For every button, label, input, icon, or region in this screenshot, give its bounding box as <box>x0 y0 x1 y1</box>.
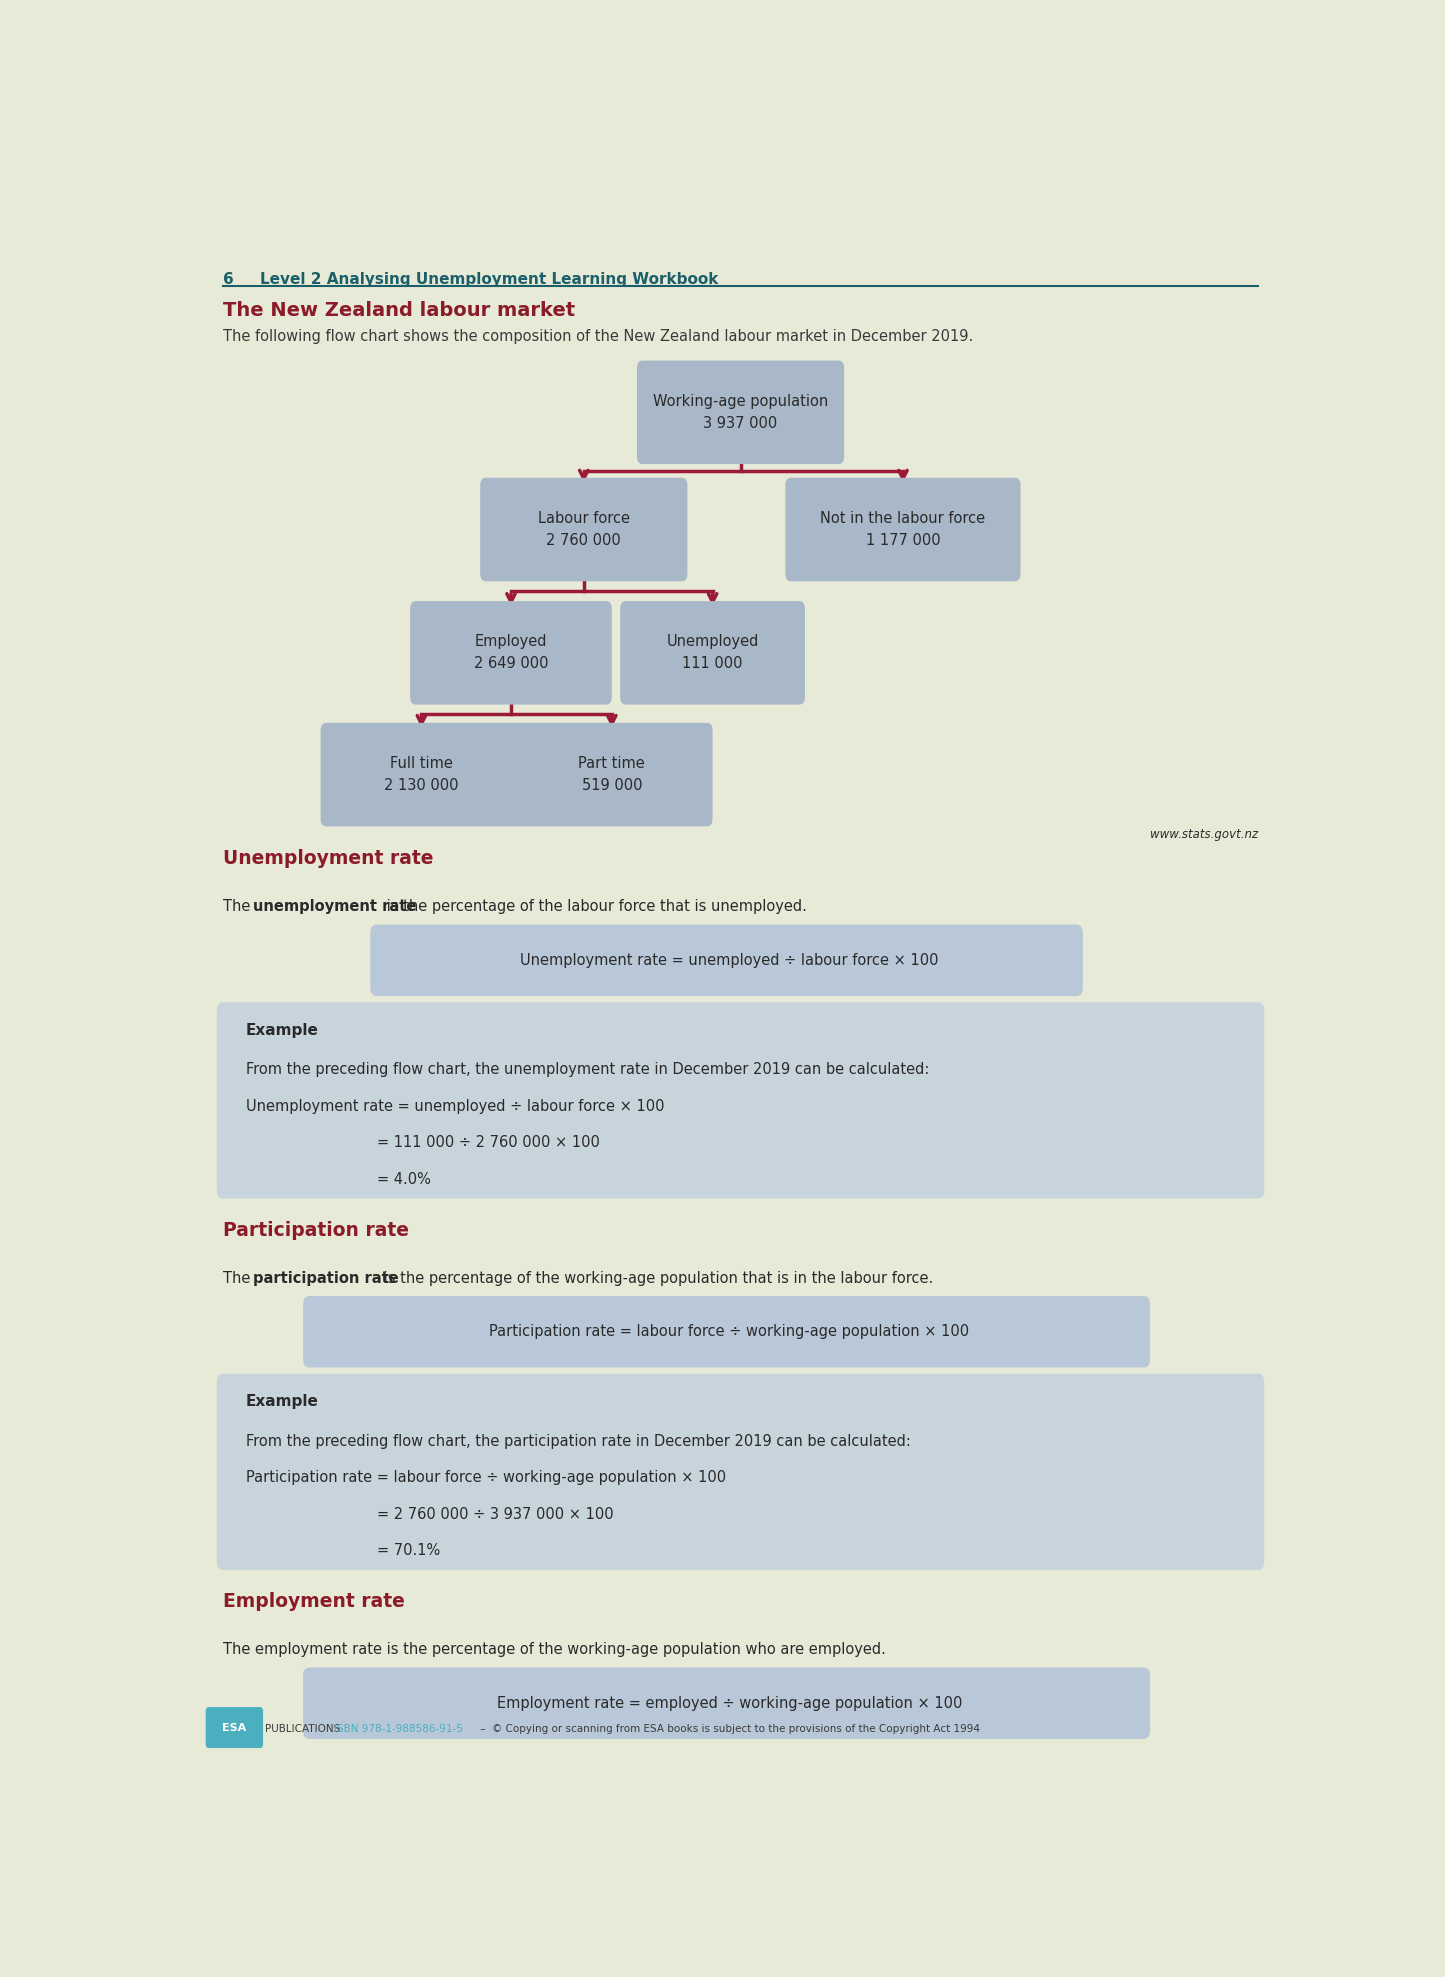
FancyBboxPatch shape <box>321 724 522 826</box>
Text: Example: Example <box>246 1394 318 1410</box>
FancyBboxPatch shape <box>303 1669 1149 1738</box>
Text: Full time
2 130 000: Full time 2 130 000 <box>384 755 458 793</box>
Text: is the percentage of the working-age population that is in the labour force.: is the percentage of the working-age pop… <box>379 1271 933 1285</box>
Text: = 70.1%: = 70.1% <box>377 1544 439 1558</box>
Text: Participation rate = labour force ÷ working-age population × 100: Participation rate = labour force ÷ work… <box>490 1325 970 1338</box>
Text: = 4.0%: = 4.0% <box>377 1172 431 1186</box>
FancyBboxPatch shape <box>207 1708 263 1748</box>
Text: Example: Example <box>246 1022 318 1038</box>
Text: Employment rate = employed ÷ working-age population × 100: Employment rate = employed ÷ working-age… <box>497 1696 962 1710</box>
FancyBboxPatch shape <box>480 478 688 581</box>
Text: Part time
519 000: Part time 519 000 <box>578 755 644 793</box>
Text: Unemployment rate = unemployed ÷ labour force × 100: Unemployment rate = unemployed ÷ labour … <box>520 953 939 969</box>
FancyBboxPatch shape <box>371 925 1082 994</box>
Text: Unemployed
111 000: Unemployed 111 000 <box>666 635 759 672</box>
Text: The following flow chart shows the composition of the New Zealand labour market : The following flow chart shows the compo… <box>223 328 974 344</box>
FancyBboxPatch shape <box>218 1002 1263 1198</box>
Text: –  © Copying or scanning from ESA books is subject to the provisions of the Copy: – © Copying or scanning from ESA books i… <box>477 1724 980 1734</box>
Text: The employment rate is the percentage of the working-age population who are empl: The employment rate is the percentage of… <box>223 1643 886 1657</box>
FancyBboxPatch shape <box>637 360 844 465</box>
Text: Employed
2 649 000: Employed 2 649 000 <box>474 635 548 672</box>
Text: PUBLICATIONS: PUBLICATIONS <box>264 1724 347 1734</box>
Text: Labour force
2 760 000: Labour force 2 760 000 <box>538 510 630 548</box>
Text: 6     Level 2 Analysing Unemployment Learning Workbook: 6 Level 2 Analysing Unemployment Learnin… <box>223 273 718 287</box>
FancyBboxPatch shape <box>410 601 611 704</box>
Text: ESA: ESA <box>223 1722 247 1732</box>
Text: unemployment rate: unemployment rate <box>253 900 416 915</box>
Text: Working-age population
3 937 000: Working-age population 3 937 000 <box>653 393 828 431</box>
Text: The: The <box>223 900 256 915</box>
Text: The New Zealand labour market: The New Zealand labour market <box>223 301 575 320</box>
Text: Participation rate: Participation rate <box>223 1220 409 1240</box>
Text: Not in the labour force
1 177 000: Not in the labour force 1 177 000 <box>821 510 985 548</box>
Text: ISBN 978-1-988586-91-5: ISBN 978-1-988586-91-5 <box>334 1724 462 1734</box>
Text: Unemployment rate: Unemployment rate <box>223 850 434 868</box>
FancyBboxPatch shape <box>303 1297 1149 1366</box>
FancyBboxPatch shape <box>512 724 712 826</box>
Text: Employment rate: Employment rate <box>223 1591 405 1611</box>
Text: From the preceding flow chart, the unemployment rate in December 2019 can be cal: From the preceding flow chart, the unemp… <box>246 1062 929 1077</box>
Text: participation rate: participation rate <box>253 1271 399 1285</box>
Text: The: The <box>223 1271 256 1285</box>
Text: Unemployment rate = unemployed ÷ labour force × 100: Unemployment rate = unemployed ÷ labour … <box>246 1099 665 1113</box>
Text: From the preceding flow chart, the participation rate in December 2019 can be ca: From the preceding flow chart, the parti… <box>246 1433 910 1449</box>
Text: Participation rate = labour force ÷ working-age population × 100: Participation rate = labour force ÷ work… <box>246 1471 725 1485</box>
Text: www.stats.govt.nz: www.stats.govt.nz <box>1150 828 1259 840</box>
FancyBboxPatch shape <box>786 478 1020 581</box>
Text: = 111 000 ÷ 2 760 000 × 100: = 111 000 ÷ 2 760 000 × 100 <box>377 1135 600 1151</box>
FancyBboxPatch shape <box>620 601 805 704</box>
Text: is the percentage of the labour force that is unemployed.: is the percentage of the labour force th… <box>381 900 808 915</box>
FancyBboxPatch shape <box>218 1374 1263 1570</box>
Text: = 2 760 000 ÷ 3 937 000 × 100: = 2 760 000 ÷ 3 937 000 × 100 <box>377 1506 613 1522</box>
